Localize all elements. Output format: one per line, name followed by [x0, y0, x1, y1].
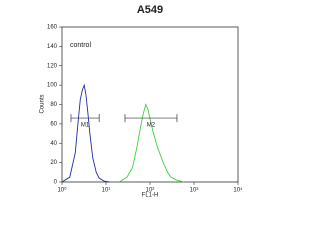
histogram-line: [119, 103, 185, 183]
y-tick-label: 80: [50, 102, 57, 108]
marker-label: M2: [147, 123, 156, 129]
plot-frame: [61, 26, 239, 183]
marker-label: M1: [81, 123, 90, 129]
y-tick-label: 120: [47, 63, 58, 69]
y-tick-label: 100: [47, 83, 58, 89]
chart-title: A549: [137, 4, 163, 16]
x-axis-label: FL1-H: [142, 193, 159, 199]
histogram-line: [61, 83, 110, 183]
x-tick-label: 10⁴: [233, 187, 243, 194]
y-tick-label: 20: [50, 160, 57, 166]
y-tick-label: 40: [50, 141, 57, 147]
x-tick-label: 10³: [190, 188, 199, 194]
x-tick-label: 10⁰: [57, 187, 67, 194]
y-tick-label: 140: [47, 44, 58, 50]
series-label: control: [70, 42, 91, 49]
chart: A549 FL1-H Counts 0 20 40 60 80 100 120 140 160 1…: [40, 4, 243, 199]
x-tick-label: 10²: [146, 188, 155, 194]
y-tick-label: 60: [50, 121, 57, 127]
y-tick-label: 0: [54, 180, 58, 186]
x-tick-label: 10¹: [102, 188, 111, 194]
y-axis-label: Counts: [40, 94, 46, 113]
y-tick-label: 160: [47, 25, 58, 31]
